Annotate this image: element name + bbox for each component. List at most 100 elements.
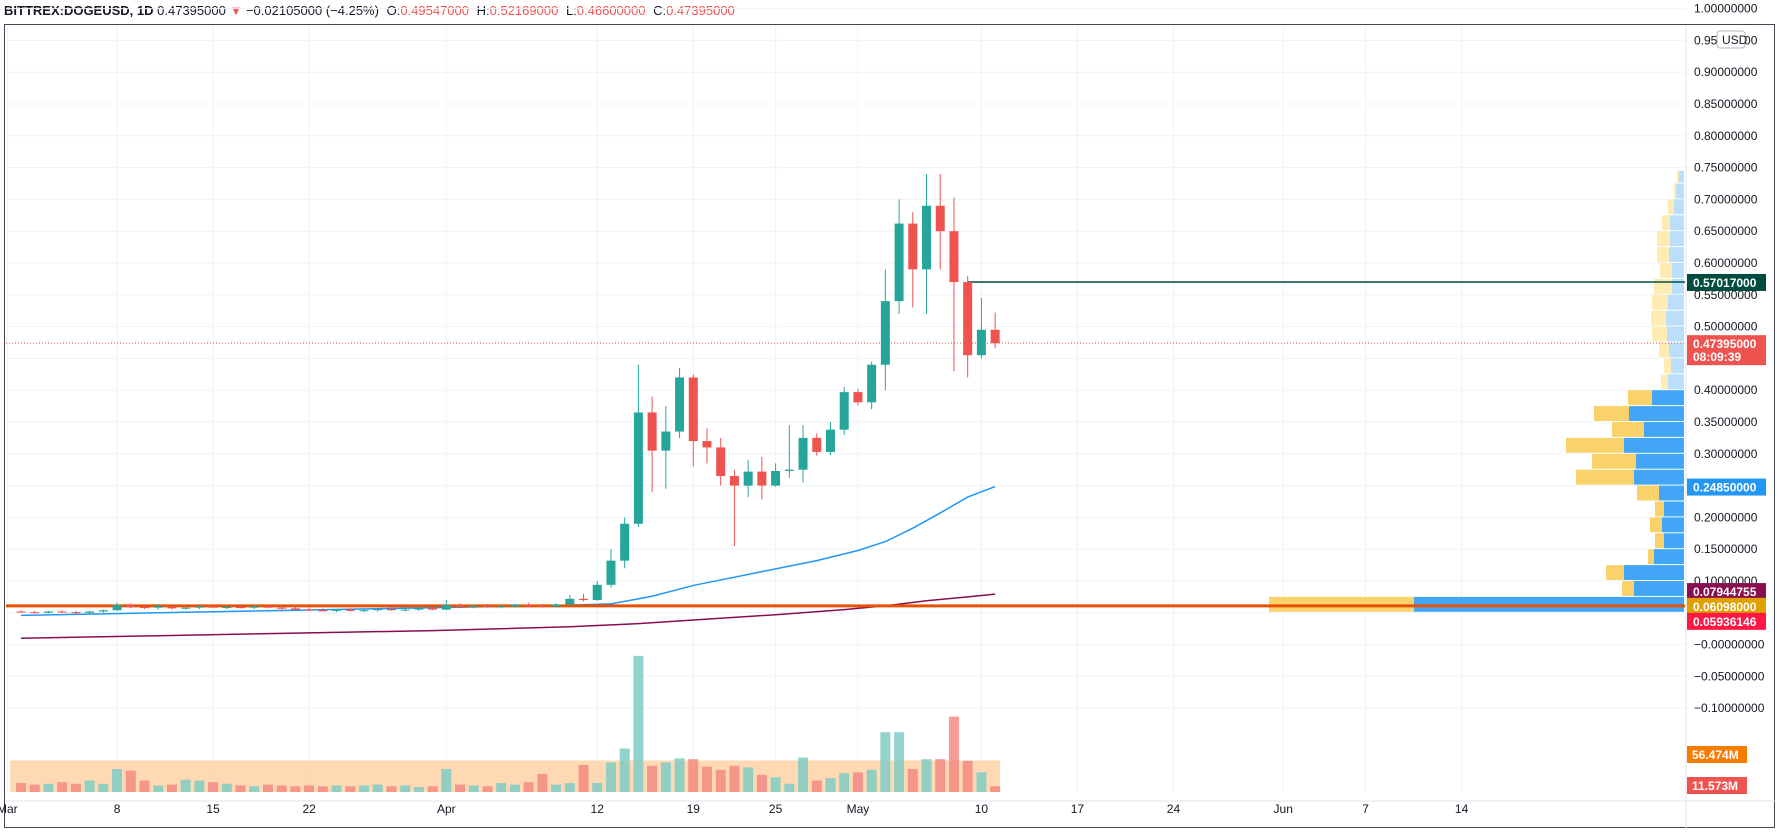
candle-body[interactable]	[482, 605, 492, 608]
candle-body[interactable]	[263, 606, 273, 608]
candle-body[interactable]	[592, 584, 602, 601]
candle-body[interactable]	[85, 611, 95, 613]
candle-body[interactable]	[181, 607, 191, 609]
candle-body[interactable]	[524, 604, 534, 606]
candle-body[interactable]	[935, 205, 945, 232]
candle-body[interactable]	[675, 377, 685, 432]
price-pill-label: 0.07944755	[1693, 585, 1757, 599]
candle-body[interactable]	[537, 605, 547, 607]
candle-body[interactable]	[16, 611, 26, 613]
candle-body[interactable]	[661, 431, 671, 451]
chart-frame[interactable]	[4, 24, 1775, 828]
time-tick-label: 19	[687, 802, 701, 816]
candle-body[interactable]	[43, 611, 53, 613]
candle-body[interactable]	[414, 608, 424, 610]
time-tick-label: Jun	[1274, 802, 1293, 816]
profile-down-bar	[1662, 215, 1670, 231]
last-price: 0.47395000	[157, 3, 226, 18]
candle-body[interactable]	[839, 392, 849, 430]
candle-body[interactable]	[798, 437, 808, 470]
candle-body[interactable]	[98, 610, 108, 612]
candle-body[interactable]	[71, 612, 81, 614]
candle-body[interactable]	[606, 560, 616, 585]
candle-body[interactable]	[57, 611, 67, 613]
profile-down-bar	[1622, 581, 1634, 596]
candle-body[interactable]	[441, 605, 451, 610]
candle-body[interactable]	[359, 610, 369, 612]
candle-body[interactable]	[949, 231, 959, 283]
candle-body[interactable]	[30, 612, 40, 614]
volume-bar	[770, 777, 781, 792]
candle-body[interactable]	[318, 610, 328, 612]
candle-body[interactable]	[400, 609, 410, 611]
candle-body[interactable]	[729, 476, 739, 486]
candle-body[interactable]	[510, 604, 520, 607]
candle-body[interactable]	[139, 607, 149, 609]
candle-body[interactable]	[249, 606, 259, 608]
candle-body[interactable]	[716, 447, 726, 477]
candles[interactable]	[16, 173, 1000, 614]
candle-body[interactable]	[332, 609, 342, 611]
candle-body[interactable]	[126, 605, 136, 608]
profile-down-bar	[1660, 263, 1672, 278]
candle-body[interactable]	[222, 607, 232, 609]
candle-body[interactable]	[208, 606, 218, 608]
candle-body[interactable]	[743, 471, 753, 486]
profile-down-bar	[1668, 199, 1674, 215]
candle-body[interactable]	[551, 604, 561, 607]
candle-body[interactable]	[853, 392, 863, 403]
candle-body[interactable]	[345, 609, 355, 611]
candle-body[interactable]	[112, 605, 122, 611]
candle-body[interactable]	[702, 441, 712, 448]
candle-body[interactable]	[277, 607, 287, 609]
low-value: 0.46600000	[576, 3, 646, 18]
volume-bar	[180, 779, 191, 792]
candle-body[interactable]	[153, 606, 163, 608]
candle-body[interactable]	[496, 606, 506, 608]
candle-body[interactable]	[922, 205, 932, 270]
price-pill	[1687, 597, 1766, 615]
volume-last-pill	[1687, 777, 1747, 794]
candle-body[interactable]	[565, 598, 575, 605]
candle-body[interactable]	[194, 606, 204, 608]
profile-up-bar	[1644, 422, 1684, 437]
symbol-label[interactable]: BITTREX:DOGEUSD, 1D	[4, 3, 154, 18]
candle-body[interactable]	[373, 608, 383, 611]
candle-body[interactable]	[771, 470, 781, 486]
candle-body[interactable]	[963, 282, 973, 356]
candle-body[interactable]	[990, 329, 1000, 344]
candle-body[interactable]	[647, 412, 657, 451]
candle-body[interactable]	[784, 469, 794, 471]
volume-bar	[208, 782, 219, 792]
candle-body[interactable]	[428, 608, 438, 610]
candle-body[interactable]	[867, 364, 877, 403]
candle-body[interactable]	[167, 606, 177, 609]
candle-body[interactable]	[825, 429, 835, 452]
price-tick-label: 0.35000000	[1694, 415, 1758, 429]
candle-body[interactable]	[579, 598, 589, 601]
candle-body[interactable]	[812, 437, 822, 452]
candle-body[interactable]	[236, 607, 246, 609]
candle-body[interactable]	[976, 329, 986, 356]
candle-body[interactable]	[304, 609, 314, 611]
currency-badge[interactable]	[1716, 30, 1746, 49]
candle-body[interactable]	[894, 223, 904, 302]
volume-bar	[688, 759, 699, 792]
profile-up-bar	[1634, 469, 1684, 485]
time-axis[interactable]: Mar 8 15 22 Apr 12 19 25 May 10 17 24 Jun 7 14	[0, 800, 1775, 816]
candle-body[interactable]	[469, 605, 479, 607]
volume-bar	[674, 758, 685, 792]
candle-body[interactable]	[455, 605, 465, 607]
candle-body[interactable]	[633, 412, 643, 524]
candle-body[interactable]	[880, 301, 890, 365]
candle-body[interactable]	[908, 223, 918, 270]
candle-body[interactable]	[757, 471, 767, 486]
price-axis[interactable]: 1.01.000000000.950000000.900000000.85000…	[1685, 0, 1765, 828]
candle-body[interactable]	[620, 523, 630, 561]
price-tick-label: 0.75000000	[1694, 161, 1758, 175]
candle-body[interactable]	[290, 608, 300, 610]
time-tick-label: 10	[975, 802, 989, 816]
candle-body[interactable]	[688, 377, 698, 442]
candle-body[interactable]	[386, 608, 396, 611]
